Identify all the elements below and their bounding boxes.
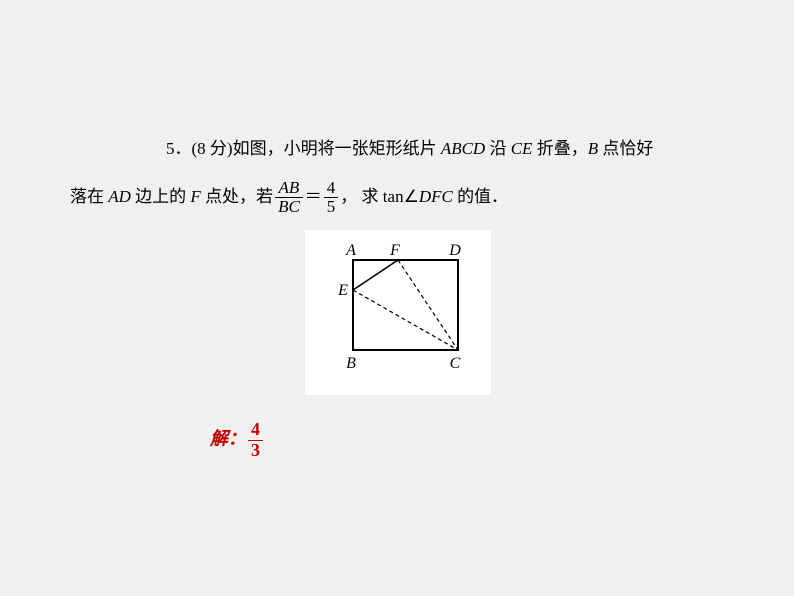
problem-line-1: 5．(8 分)如图，小明将一张矩形纸片 ABCD 沿 CE 折叠，B 点恰好 <box>130 125 665 173</box>
pt-label-b: B <box>346 355 356 372</box>
label-f: F <box>190 187 200 206</box>
pt-label-a: A <box>345 242 356 259</box>
pt-label-f: F <box>389 242 400 259</box>
geometry-figure: A F D E B C <box>305 230 491 395</box>
label-abcd: ABCD <box>441 139 485 158</box>
pt-label-d: D <box>448 242 461 259</box>
problem-points: (8 分) <box>192 139 233 158</box>
label-dfc: DFC <box>419 187 453 206</box>
line-ef <box>353 260 398 290</box>
line-ec <box>353 290 458 350</box>
pt-label-e: E <box>337 282 348 299</box>
answer-fraction: 43 <box>248 420 263 461</box>
line-fc <box>398 260 458 350</box>
answer-block: 解：43 <box>210 420 265 461</box>
answer-label: 解： <box>210 428 246 448</box>
problem-line-2: 落在 AD 边上的 F 点处，若ABBC＝45， 求 tan∠DFC 的值． <box>70 173 665 221</box>
figure-container: A F D E B C <box>130 230 665 395</box>
pt-label-c: C <box>449 355 460 372</box>
label-ad: AD <box>108 187 131 206</box>
fraction-4-5: 45 <box>324 179 339 217</box>
rect-abcd <box>353 260 458 350</box>
figure-svg: A F D E B C <box>323 240 473 380</box>
label-ce: CE <box>511 139 533 158</box>
fraction-ab-bc: ABBC <box>275 179 303 217</box>
label-b: B <box>588 139 598 158</box>
problem-content: 5．(8 分)如图，小明将一张矩形纸片 ABCD 沿 CE 折叠，B 点恰好 落… <box>130 125 665 395</box>
problem-number: 5 <box>166 139 175 158</box>
